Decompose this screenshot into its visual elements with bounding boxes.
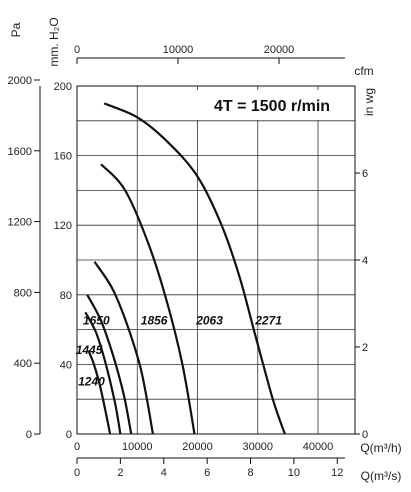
cfm-axis-label: cfm — [354, 64, 373, 78]
inwg-axis-label: in wg — [362, 88, 376, 116]
mmh2o-tick-label: 200 — [54, 81, 72, 93]
pa-tick-label: 400 — [14, 358, 32, 370]
cfm-tick-label: 0 — [74, 44, 80, 56]
pa-tick-label: 2000 — [8, 75, 32, 87]
m3h-tick-label: 30000 — [242, 441, 273, 453]
m3h-tick-label: 20000 — [182, 441, 213, 453]
inwg-tick-label: 2 — [362, 342, 368, 354]
curve-1650 — [86, 294, 133, 435]
m3h-axis-label: Q(m³/h) — [360, 441, 401, 455]
m3s-tick-label: 10 — [288, 467, 300, 479]
pa-tick-label: 1200 — [8, 217, 32, 229]
curve-label-2271: 2271 — [254, 313, 282, 327]
m3h-tick-label: 40000 — [303, 441, 334, 453]
m3s-tick-label: 4 — [161, 467, 167, 479]
curve-2063 — [100, 163, 196, 435]
mmh2o-tick-label: 160 — [54, 151, 72, 163]
title-box — [195, 90, 350, 120]
m3s-tick-label: 0 — [74, 467, 80, 479]
curve-label-1856: 1856 — [141, 313, 168, 327]
inwg-tick-label: 4 — [362, 255, 368, 267]
curve-1240 — [87, 350, 112, 435]
curve-1856 — [93, 261, 154, 435]
m3s-tick-label: 8 — [247, 467, 253, 479]
mmh2o-tick-label: 40 — [60, 359, 72, 371]
fan-curves — [84, 102, 286, 435]
pa-axis-label: Pa — [9, 22, 23, 37]
mmh2o-tick-label: 0 — [66, 429, 72, 441]
curve-labels: 1240 1445 1650 1856 2063 2271 — [76, 313, 283, 388]
curve-2271 — [103, 102, 286, 435]
mmh2o-tick-label: 120 — [54, 220, 72, 232]
mmh2o-tick-label: 80 — [60, 290, 72, 302]
curve-label-1650: 1650 — [83, 313, 110, 327]
chart-title: 4T = 1500 r/min — [214, 98, 330, 115]
m3h-tick-label: 10000 — [122, 441, 153, 453]
m3s-tick-label: 12 — [331, 467, 343, 479]
mmh2o-ticks: 0 40 80 120 160 200 — [54, 81, 72, 441]
inwg-ticks: 0 2 4 6 — [355, 168, 368, 441]
grid — [77, 86, 355, 434]
inwg-tick-label: 0 — [362, 429, 368, 441]
m3h-ticks: 0 10000 20000 30000 40000 — [74, 441, 333, 453]
pa-tick-label: 800 — [14, 287, 32, 299]
m3s-tick-label: 2 — [117, 467, 123, 479]
curve-label-2063: 2063 — [195, 313, 223, 327]
pa-tick-label: 0 — [26, 429, 32, 441]
curve-1445 — [84, 311, 122, 435]
m3s-tick-label: 6 — [204, 467, 210, 479]
m3s-axis-label: Q(m³/s) — [361, 469, 402, 483]
cfm-tick-label: 10000 — [163, 44, 194, 56]
pa-ticks: 0 400 800 1200 1600 2000 — [8, 75, 40, 441]
cfm-tick-label: 20000 — [264, 44, 295, 56]
m3h-tick-label: 0 — [74, 441, 80, 453]
inwg-tick-label: 6 — [362, 168, 368, 180]
mmh2o-axis-label: mm. H₂O — [47, 17, 61, 66]
m3s-ticks: 0 2 4 6 8 10 12 — [74, 458, 343, 479]
curve-label-1240: 1240 — [78, 374, 105, 388]
curve-label-1445: 1445 — [76, 343, 103, 357]
cfm-ticks: 0 10000 20000 — [74, 44, 294, 64]
pa-tick-label: 1600 — [8, 146, 32, 158]
